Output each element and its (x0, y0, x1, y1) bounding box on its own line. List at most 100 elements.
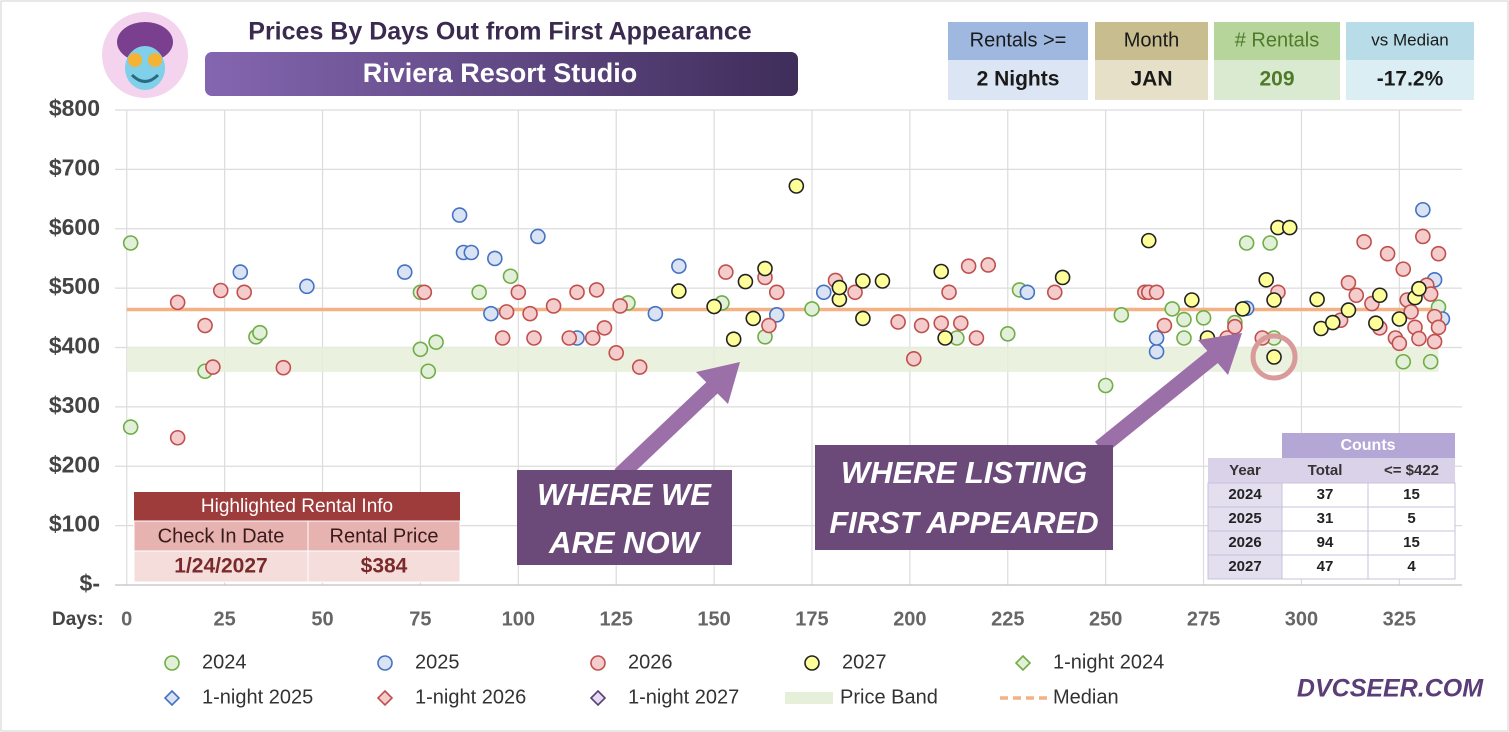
summary-label: Month (1124, 29, 1180, 51)
x-tick-label: 150 (697, 608, 730, 630)
table-cell-text: 94 (1317, 534, 1334, 551)
table-cell-text: 2025 (1228, 510, 1261, 527)
point (1411, 280, 1427, 297)
table-cell (1281, 554, 1369, 580)
table-cell-text: 4 (1407, 558, 1416, 575)
point (1019, 284, 1036, 301)
point (1176, 311, 1192, 328)
summary-label: Rentals >= (970, 29, 1067, 51)
point (855, 273, 871, 289)
point (530, 228, 546, 245)
point (1422, 353, 1439, 370)
point (232, 264, 249, 280)
point (483, 305, 499, 322)
point (1415, 228, 1431, 245)
legend-marker (1014, 654, 1032, 672)
point (1054, 269, 1071, 286)
legend-label: 1-night 2026 (415, 686, 526, 708)
annotation: FIRST APPEARED (829, 505, 1098, 540)
point (1148, 330, 1165, 346)
legend-marker (589, 689, 607, 707)
legend-label: Median (1053, 686, 1119, 708)
point (1184, 292, 1200, 308)
legend-label: 2025 (415, 651, 460, 673)
point (502, 268, 519, 285)
overlays: WHERE WE ARE NOW WHERE LISTING FIRST APP… (133, 22, 1484, 708)
point (275, 359, 292, 376)
x-tick-label: 175 (795, 608, 828, 630)
point (1266, 292, 1282, 308)
table-cell-text: 1/24/2027 (174, 555, 267, 578)
legend-label: 2024 (202, 651, 247, 673)
point (498, 304, 515, 320)
point (236, 284, 253, 301)
summary-value-cell (1214, 60, 1340, 100)
point (1097, 377, 1114, 394)
point (1046, 284, 1063, 301)
x-tick-label: 275 (1187, 608, 1220, 630)
table-cell-text: 2026 (1228, 534, 1261, 551)
table-title: Highlighted Rental Info (201, 496, 393, 517)
summary-header-cell (1214, 22, 1340, 60)
summary-label: # Rentals (1235, 29, 1320, 51)
point (768, 284, 785, 301)
table-header: Total (1308, 462, 1343, 479)
point (612, 298, 628, 314)
summary-value-cell (1346, 60, 1474, 100)
point (768, 307, 785, 323)
point (545, 298, 562, 314)
point (745, 310, 762, 327)
point (1238, 235, 1255, 251)
table-cell (1281, 482, 1369, 508)
chart-subtitle: Riviera Resort Studio (363, 58, 638, 88)
point (451, 207, 468, 223)
table-cell (1207, 530, 1283, 556)
point (420, 363, 437, 380)
table-cell-text: 31 (1317, 510, 1334, 527)
table-cell-text: 2024 (1228, 486, 1262, 503)
point (526, 330, 542, 346)
point (647, 305, 664, 322)
point (122, 235, 139, 251)
point (1227, 318, 1243, 335)
table-cell (307, 550, 461, 583)
point (1164, 301, 1181, 317)
brand: DVCSEER.COM (1297, 675, 1484, 703)
y-tick-label: $300 (49, 392, 100, 418)
table-cell-text: 47 (1317, 558, 1334, 575)
point (1415, 201, 1431, 218)
point (831, 279, 848, 296)
point (1262, 235, 1278, 251)
x-tick-label: 300 (1285, 608, 1318, 630)
point (757, 260, 773, 277)
point (1266, 349, 1282, 365)
y-tick-label: $400 (49, 333, 100, 359)
point (1156, 317, 1173, 334)
summary-header-cell (1346, 22, 1474, 60)
point (463, 244, 480, 261)
annotation: WHERE WE (537, 477, 712, 512)
point (968, 330, 985, 346)
point (569, 284, 585, 301)
arrow (614, 333, 1242, 481)
table-header: Year (1229, 462, 1261, 479)
summary-value: 2 Nights (977, 68, 1060, 91)
point (1195, 310, 1212, 326)
point (1395, 261, 1412, 277)
point (212, 282, 229, 299)
y-tick-label: $700 (49, 154, 100, 180)
x-axis-label: Days: (52, 609, 104, 630)
legend-marker (376, 689, 394, 707)
point (596, 320, 613, 336)
point (205, 359, 221, 375)
table-cell-text: 15 (1403, 534, 1420, 551)
logo (102, 12, 188, 98)
table-title: Counts (1340, 437, 1395, 454)
subtitle-box (205, 52, 798, 96)
summary-value-cell (948, 60, 1088, 100)
point (1258, 272, 1275, 288)
price-band (126, 346, 1439, 372)
table-cell (1367, 506, 1456, 532)
point (1426, 333, 1443, 350)
